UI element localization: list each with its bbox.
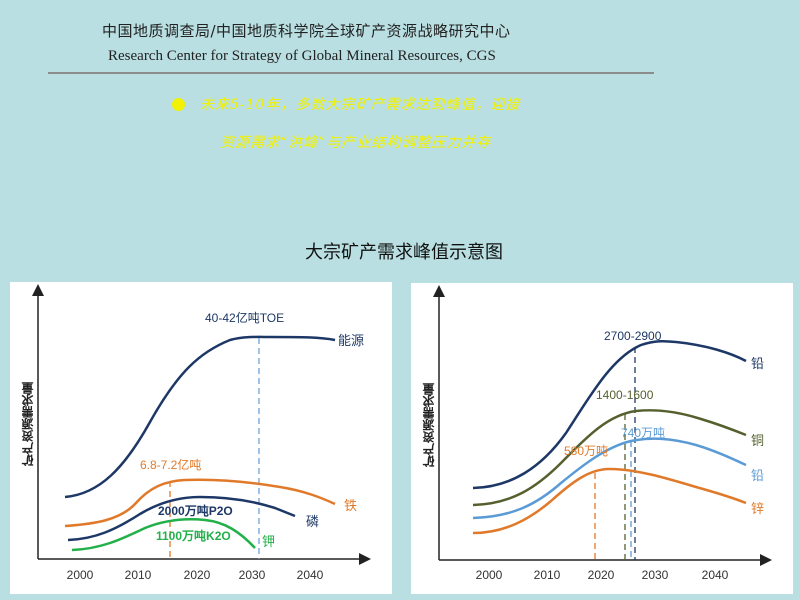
series-label-lead-top: 铅: [751, 356, 764, 371]
x-tick-2000: 2000: [67, 568, 94, 582]
figure-title: 大宗矿产需求峰值示意图: [305, 242, 503, 263]
chart-panel-left: 矿产资源需求量 2000 2010 2020 2030 2040 40-42亿吨…: [10, 282, 392, 594]
series-label-iron: 铁: [344, 498, 357, 513]
series-label-zinc: 锌: [751, 501, 764, 516]
peak-label-lead-top: 2700-2900: [604, 329, 662, 343]
y-axis-label: 矿产资源需求量: [422, 383, 436, 468]
series-line-energy: [64, 335, 336, 499]
y-axis-label: 矿产资源需求量: [21, 382, 35, 467]
series-label-potash: 钾: [262, 534, 275, 549]
series-line-lead-blue: [472, 437, 747, 520]
series-line-copper: [472, 409, 747, 507]
bullet-icon: [172, 98, 185, 111]
peak-label-phosphate: 2000万吨P2O: [158, 503, 233, 518]
series-line-potash: [71, 518, 256, 552]
chart-left: 矿产资源需求量 2000 2010 2020 2030 2040 40-42亿吨…: [21, 284, 371, 582]
header-divider: [48, 72, 654, 74]
x-tick-2040: 2040: [702, 568, 729, 582]
series-line-lead-top: [472, 339, 747, 490]
chart-panel-right: 矿产资源需求量 2000 2010 2020 2030 2040 2700-29…: [411, 283, 793, 594]
headline-line-1: 未来5-10年，多数大宗矿产需求达到峰值，迎接: [200, 97, 521, 113]
x-tick-2020: 2020: [184, 568, 211, 582]
x-tick-2010: 2010: [125, 568, 152, 582]
x-tick-2010: 2010: [534, 568, 561, 582]
peak-label-copper: 1400-1600: [596, 388, 654, 402]
series-label-energy: 能源: [338, 333, 364, 348]
series-label-phosphate: 磷: [306, 514, 319, 529]
org-name-english: Research Center for Strategy of Global M…: [108, 48, 496, 64]
peak-label-energy: 40-42亿吨TOE: [205, 310, 284, 325]
peak-label-potash: 1100万吨K2O: [156, 528, 231, 543]
peak-label-lead-blue: 740万吨: [621, 426, 665, 440]
x-tick-2030: 2030: [642, 568, 669, 582]
peak-label-iron: 6.8-7.2亿吨: [140, 457, 201, 472]
x-tick-2030: 2030: [239, 568, 266, 582]
series-label-lead-blue: 铅: [751, 468, 764, 483]
x-tick-2020: 2020: [588, 568, 615, 582]
org-name-chinese: 中国地质调查局/中国地质科学院全球矿产资源战略研究中心: [102, 22, 511, 40]
series-line-phosphate: [67, 495, 296, 542]
x-tick-2040: 2040: [297, 568, 324, 582]
chart-right: 矿产资源需求量 2000 2010 2020 2030 2040 2700-29…: [422, 285, 772, 582]
series-line-zinc: [472, 467, 747, 535]
headline-line-2: 资源需求“洪峰”与产业结构调整压力并存: [220, 135, 492, 151]
peak-label-zinc: 580万吨: [564, 444, 608, 458]
series-label-copper: 铜: [751, 433, 764, 448]
series-line-iron: [64, 478, 336, 528]
x-tick-2000: 2000: [476, 568, 503, 582]
